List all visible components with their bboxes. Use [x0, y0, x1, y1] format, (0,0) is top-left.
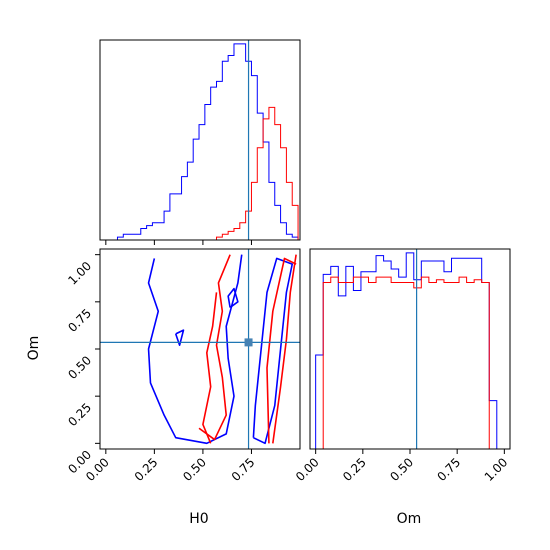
contour-red — [266, 257, 297, 444]
x-tick-label: 0.25 — [132, 455, 161, 484]
contour-red — [272, 254, 297, 444]
x-tick-label: 1.00 — [482, 455, 511, 484]
y-tick-label: 0.75 — [65, 306, 94, 335]
h0-axis-label: H0 — [189, 511, 208, 527]
om-histogram-blue — [315, 252, 498, 449]
panel-frame — [309, 248, 511, 450]
contour-red — [198, 254, 231, 441]
h0-marginal-panel — [99, 39, 301, 245]
contour-blue — [227, 287, 239, 309]
om-marginal-panel: 0.00 0.25 0.50 0.75 1.00 — [293, 248, 511, 484]
contour-group — [147, 254, 297, 445]
x-tick-label: 0.75 — [229, 455, 258, 484]
x-tick-label: 0.50 — [387, 455, 416, 484]
contour-blue — [147, 254, 243, 445]
y-tick-label: 0.50 — [65, 353, 94, 382]
om-histogram-red — [315, 276, 497, 450]
x-tick-label: 0.00 — [293, 455, 322, 484]
h0-om-contour-panel: 0.00 0.25 0.50 0.750.000.250.500.751.00 — [65, 248, 301, 484]
h0-histogram-blue — [105, 43, 299, 241]
contour-blue — [174, 329, 185, 347]
x-tick-label: 0.75 — [434, 455, 463, 484]
reference-point-marker — [244, 338, 253, 347]
y-tick-label: 1.00 — [65, 259, 94, 288]
contour-red — [202, 292, 218, 444]
x-tick-label: 0.25 — [340, 455, 369, 484]
x-tick-label: 0.50 — [180, 455, 209, 484]
panel-frame — [99, 39, 301, 241]
y-tick-label: 0.25 — [65, 400, 94, 429]
om-y-axis-label: Om — [26, 336, 42, 361]
contour-blue — [252, 257, 294, 445]
om-axis-label: Om — [397, 511, 422, 527]
